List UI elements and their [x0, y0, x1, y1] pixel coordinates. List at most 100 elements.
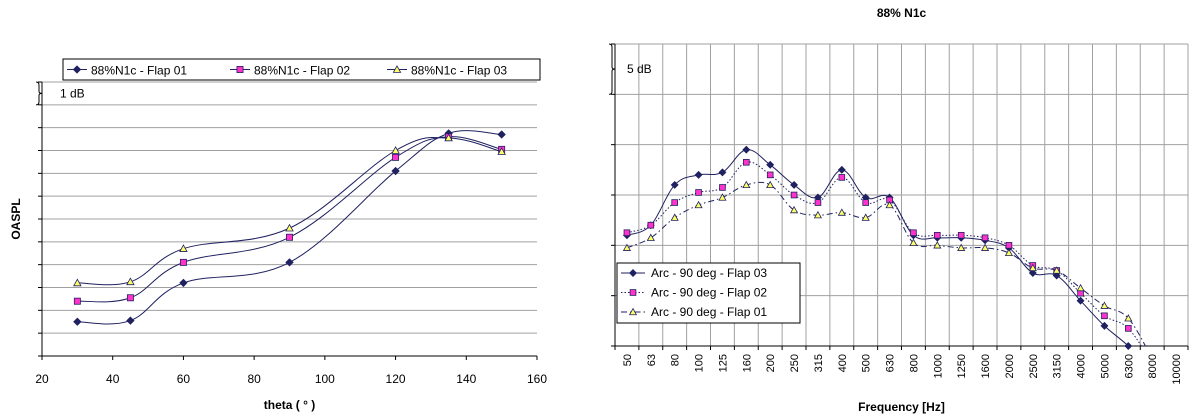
data-point — [718, 168, 727, 177]
data-point — [286, 233, 293, 241]
data-point — [934, 231, 941, 239]
series-line — [626, 149, 1130, 346]
data-point — [790, 180, 799, 189]
y-axis-label: OASPL — [9, 198, 23, 239]
x-tick-label: 80 — [247, 372, 261, 386]
legend-label: 88%N1c - Flap 02 — [254, 64, 350, 78]
legend-swatch-marker — [392, 65, 402, 73]
data-point — [285, 223, 294, 232]
legend-label: 88%N1c - Flap 01 — [91, 64, 187, 78]
data-point — [837, 208, 846, 216]
data-point — [980, 243, 990, 251]
x-tick-label: 120 — [386, 372, 406, 386]
data-point — [742, 145, 751, 154]
data-point — [694, 170, 703, 179]
data-point — [179, 244, 188, 252]
x-tick-label: 800 — [908, 354, 920, 372]
data-point — [981, 234, 989, 242]
data-point — [789, 205, 799, 214]
data-point — [694, 200, 703, 209]
data-point — [1052, 266, 1061, 274]
data-point — [766, 171, 774, 179]
data-point — [623, 229, 631, 237]
data-point — [1100, 321, 1109, 330]
x-tick-label: 50 — [622, 354, 634, 366]
data-point — [1124, 314, 1133, 322]
data-point — [179, 258, 187, 266]
x-tick-label: 63 — [646, 354, 658, 366]
scale-annotation: 5 dB — [627, 62, 652, 76]
data-point — [1028, 263, 1037, 272]
legend-box — [62, 58, 541, 81]
data-point — [1052, 271, 1061, 280]
data-point — [1028, 269, 1037, 277]
x-tick-label: 2500 — [1028, 354, 1040, 378]
x-tick-label: 5000 — [1099, 354, 1111, 378]
data-point — [695, 189, 702, 196]
data-point — [73, 278, 82, 287]
data-point — [444, 133, 453, 142]
data-point — [743, 158, 750, 166]
data-point — [622, 243, 632, 251]
x-tick-label: 160 — [527, 372, 547, 386]
x-tick-label: 8000 — [1147, 354, 1159, 378]
x-tick-label: 100 — [694, 354, 706, 372]
x-tick-label: 250 — [789, 354, 801, 372]
data-point — [885, 200, 894, 209]
data-point — [1124, 342, 1133, 350]
data-point — [1076, 296, 1085, 305]
x-axis-label: Frequency [Hz] — [858, 400, 945, 414]
legend-label: Arc - 90 deg - Flap 02 — [651, 286, 767, 300]
data-point — [862, 199, 869, 206]
x-tick-label: 20 — [35, 372, 49, 386]
x-tick-label: 160 — [741, 354, 753, 372]
x-tick-label: 1250 — [956, 354, 968, 378]
x-tick-label: 1600 — [980, 354, 992, 378]
data-point — [814, 199, 822, 206]
data-point — [391, 146, 400, 154]
x-tick-label: 100 — [315, 372, 335, 386]
x-tick-label: 80 — [670, 354, 682, 366]
x-tick-label: 40 — [106, 372, 120, 386]
data-point — [646, 233, 655, 241]
data-point — [718, 193, 727, 201]
data-point — [670, 180, 679, 189]
data-point — [285, 258, 294, 267]
x-tick-label: 2000 — [1004, 354, 1016, 378]
data-point — [957, 231, 965, 239]
data-point — [73, 317, 82, 326]
data-point — [1005, 242, 1013, 249]
x-tick-label: 140 — [456, 372, 476, 386]
data-point — [742, 180, 751, 189]
x-axis-label: theta ( ° ) — [264, 398, 315, 412]
x-tick-label: 630 — [885, 354, 897, 372]
data-point — [838, 174, 846, 181]
data-point — [126, 277, 135, 286]
scale-annotation: 1 dB — [60, 86, 85, 100]
x-tick-label: 200 — [765, 354, 777, 372]
data-point — [837, 165, 846, 174]
legend-label: 88%N1c - Flap 03 — [411, 64, 507, 78]
chart-title: 88% N1c — [877, 6, 927, 20]
data-point — [391, 166, 400, 176]
data-point — [1101, 312, 1108, 320]
scale-brace — [608, 43, 616, 95]
data-point — [126, 316, 135, 325]
data-point — [957, 243, 966, 251]
x-tick-label: 4000 — [1076, 354, 1088, 378]
x-tick-label: 3150 — [1052, 354, 1064, 378]
data-point — [813, 210, 823, 219]
data-point — [670, 213, 679, 221]
x-tick-label: 400 — [837, 354, 849, 372]
data-point — [1076, 283, 1085, 292]
data-point — [766, 180, 775, 189]
data-point — [1125, 325, 1132, 332]
legend-swatch-marker — [72, 65, 82, 74]
legend-swatch-marker — [236, 66, 244, 73]
legend-swatch-marker — [629, 289, 637, 296]
data-point — [861, 213, 870, 221]
scale-brace — [35, 81, 43, 106]
data-point — [719, 184, 726, 191]
data-point — [790, 191, 798, 199]
